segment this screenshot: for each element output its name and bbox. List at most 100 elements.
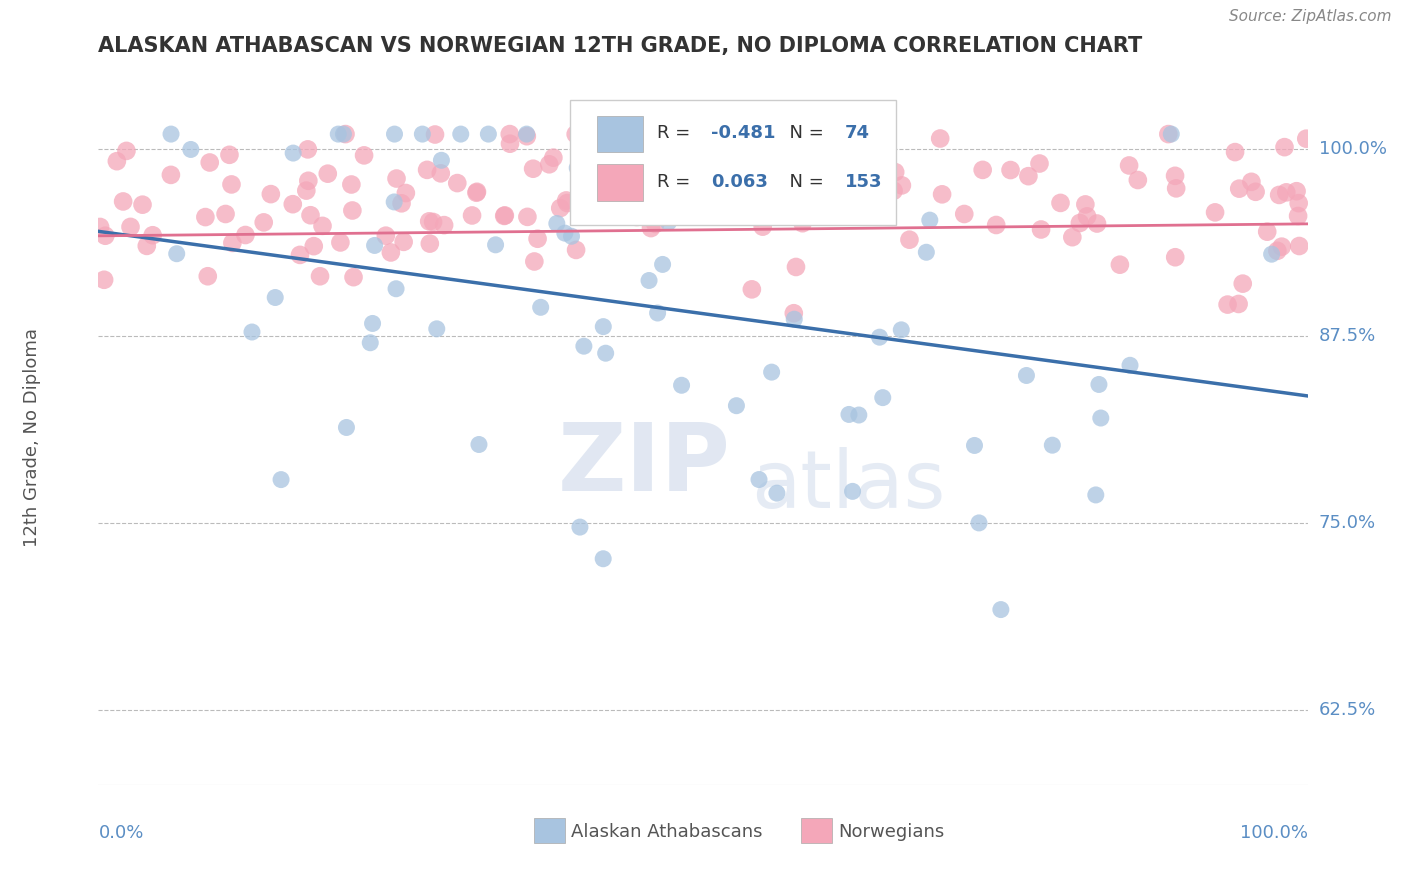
Point [363,238,385,252]
Point [929,131,952,145]
Point [522,161,544,176]
Point [626,210,648,224]
Point [302,239,325,253]
Point [565,243,588,257]
Point [648,187,671,202]
Point [1274,140,1296,154]
Point [1074,197,1097,211]
Point [723,189,745,203]
Point [821,127,844,141]
Point [806,197,828,211]
Point [723,157,745,171]
Point [112,194,135,209]
Point [423,128,446,142]
Point [516,127,538,141]
Point [725,399,748,413]
Point [380,245,402,260]
Point [638,273,661,287]
Point [1256,225,1278,239]
Point [1275,186,1298,200]
Point [311,219,333,233]
Point [918,213,941,227]
Text: 153: 153 [845,173,882,191]
Point [335,127,357,141]
Point [963,438,986,452]
Point [197,269,219,284]
Point [748,473,770,487]
Point [1062,230,1084,244]
Point [606,127,628,141]
Point [692,206,714,220]
Point [1285,184,1308,198]
Point [446,176,468,190]
Point [780,127,803,141]
Point [160,168,183,182]
Point [849,128,872,143]
Point [494,209,516,223]
Point [499,136,522,151]
Point [890,323,912,337]
Point [1267,244,1289,258]
Point [374,228,396,243]
Point [568,520,591,534]
Point [600,169,623,183]
Point [411,127,433,141]
Point [592,551,614,566]
Point [342,203,364,218]
Text: 12th Grade, No Diploma: 12th Grade, No Diploma [22,327,41,547]
Point [385,282,408,296]
Bar [596,116,643,152]
Point [849,190,872,204]
Point [1109,258,1132,272]
Point [430,166,453,180]
Point [240,325,263,339]
Point [554,226,576,240]
Point [316,167,339,181]
Point [142,228,165,243]
Text: 74: 74 [845,124,869,142]
Point [516,129,538,144]
Point [309,269,332,284]
Point [1164,250,1187,264]
Text: 0.063: 0.063 [711,173,768,191]
Point [990,602,1012,616]
Point [297,142,319,156]
Text: 87.5%: 87.5% [1319,327,1376,345]
Point [785,260,807,274]
Point [785,127,807,141]
Point [682,170,704,185]
Point [384,127,406,141]
Text: -0.481: -0.481 [711,124,776,142]
Text: ZIP: ZIP [558,419,731,511]
Point [883,184,905,198]
Point [766,486,789,500]
Point [1232,277,1254,291]
Point [742,184,765,198]
Point [862,182,884,196]
Point [94,228,117,243]
Point [1271,240,1294,254]
Text: R =: R = [657,124,696,142]
Point [1049,195,1071,210]
Point [657,215,679,229]
Point [329,235,352,250]
Point [295,184,318,198]
Point [1216,297,1239,311]
Point [986,218,1008,232]
Point [353,148,375,162]
Point [872,391,894,405]
Point [264,291,287,305]
Point [761,365,783,379]
Point [592,319,614,334]
Text: 100.0%: 100.0% [1240,824,1308,842]
Point [160,127,183,141]
Point [105,154,128,169]
Text: Source: ZipAtlas.com: Source: ZipAtlas.com [1229,9,1392,24]
Point [180,143,202,157]
Point [548,201,571,215]
Point [890,178,912,193]
Point [1118,159,1140,173]
Point [1160,127,1182,141]
Point [382,194,405,209]
Point [342,270,364,285]
